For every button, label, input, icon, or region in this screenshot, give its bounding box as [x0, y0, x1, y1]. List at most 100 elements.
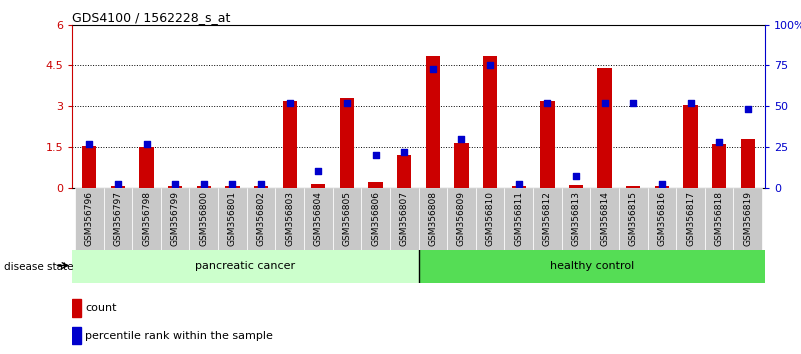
Bar — [590, 188, 619, 250]
Point — [340, 100, 353, 106]
Bar — [168, 186, 183, 188]
Bar — [562, 188, 590, 250]
Bar — [483, 56, 497, 188]
Text: GSM356812: GSM356812 — [543, 191, 552, 246]
Bar — [598, 68, 612, 188]
Text: GSM356814: GSM356814 — [600, 191, 609, 246]
Point — [513, 182, 525, 187]
Bar — [676, 188, 705, 250]
Text: GSM356798: GSM356798 — [142, 191, 151, 246]
Text: GSM356797: GSM356797 — [114, 191, 123, 246]
Bar — [361, 188, 390, 250]
Point — [140, 141, 153, 147]
Text: count: count — [85, 303, 116, 313]
Text: GSM356818: GSM356818 — [714, 191, 723, 246]
Bar — [103, 188, 132, 250]
Bar — [72, 327, 81, 344]
Bar — [225, 186, 239, 188]
Bar — [512, 186, 526, 188]
Point — [398, 149, 411, 155]
Bar — [619, 188, 647, 250]
Bar — [72, 299, 81, 317]
Point — [627, 100, 640, 106]
Bar — [304, 188, 332, 250]
Bar — [540, 101, 554, 188]
Point — [455, 136, 468, 142]
Bar — [447, 188, 476, 250]
Text: healthy control: healthy control — [549, 261, 634, 272]
Point — [312, 169, 324, 174]
Bar — [476, 188, 505, 250]
Text: GSM356806: GSM356806 — [371, 191, 380, 246]
Bar — [311, 183, 325, 188]
Text: GSM356815: GSM356815 — [629, 191, 638, 246]
Bar — [454, 143, 469, 188]
Point — [713, 139, 726, 145]
Text: GSM356808: GSM356808 — [429, 191, 437, 246]
Point — [598, 100, 611, 106]
Text: pancreatic cancer: pancreatic cancer — [195, 261, 296, 272]
Bar — [705, 188, 734, 250]
Bar — [276, 188, 304, 250]
Point — [197, 182, 210, 187]
Text: GSM356810: GSM356810 — [485, 191, 494, 246]
Bar — [83, 145, 96, 188]
Text: GSM356817: GSM356817 — [686, 191, 695, 246]
Point — [83, 141, 95, 147]
Text: GSM356796: GSM356796 — [85, 191, 94, 246]
Bar — [425, 56, 440, 188]
Point — [484, 63, 497, 68]
Text: GDS4100 / 1562228_s_at: GDS4100 / 1562228_s_at — [72, 11, 231, 24]
Bar — [111, 186, 125, 188]
Text: GSM356803: GSM356803 — [285, 191, 294, 246]
Bar — [654, 186, 669, 188]
Bar — [132, 188, 161, 250]
Text: GSM356819: GSM356819 — [743, 191, 752, 246]
Bar — [218, 188, 247, 250]
Bar — [533, 188, 562, 250]
Bar — [418, 250, 765, 283]
Bar — [283, 101, 297, 188]
Bar — [647, 188, 676, 250]
Point — [655, 182, 668, 187]
Point — [255, 182, 268, 187]
Text: disease state: disease state — [4, 262, 74, 272]
Bar — [190, 188, 218, 250]
Bar — [139, 147, 154, 188]
Point — [369, 152, 382, 158]
Bar — [734, 188, 762, 250]
Text: GSM356802: GSM356802 — [256, 191, 266, 246]
Text: GSM356799: GSM356799 — [171, 191, 179, 246]
Text: GSM356816: GSM356816 — [658, 191, 666, 246]
Bar — [247, 188, 276, 250]
Bar — [505, 188, 533, 250]
Bar — [332, 188, 361, 250]
Bar — [390, 188, 418, 250]
Bar — [397, 155, 412, 188]
Text: percentile rank within the sample: percentile rank within the sample — [85, 331, 273, 341]
Bar — [626, 186, 641, 188]
Point — [570, 173, 582, 179]
Text: GSM356809: GSM356809 — [457, 191, 466, 246]
Text: GSM356804: GSM356804 — [314, 191, 323, 246]
Bar — [741, 139, 755, 188]
Bar — [712, 144, 727, 188]
Bar — [254, 186, 268, 188]
Point — [541, 100, 553, 106]
Point — [169, 182, 182, 187]
Text: GSM356805: GSM356805 — [343, 191, 352, 246]
Point — [684, 100, 697, 106]
Bar — [196, 186, 211, 188]
Bar — [75, 188, 103, 250]
Point — [426, 66, 439, 72]
Bar — [683, 105, 698, 188]
Point — [742, 107, 755, 112]
Text: GSM356807: GSM356807 — [400, 191, 409, 246]
Text: GSM356800: GSM356800 — [199, 191, 208, 246]
Bar — [569, 185, 583, 188]
Point — [284, 100, 296, 106]
Point — [226, 182, 239, 187]
Bar — [418, 188, 447, 250]
Bar — [161, 188, 190, 250]
Text: GSM356811: GSM356811 — [514, 191, 523, 246]
